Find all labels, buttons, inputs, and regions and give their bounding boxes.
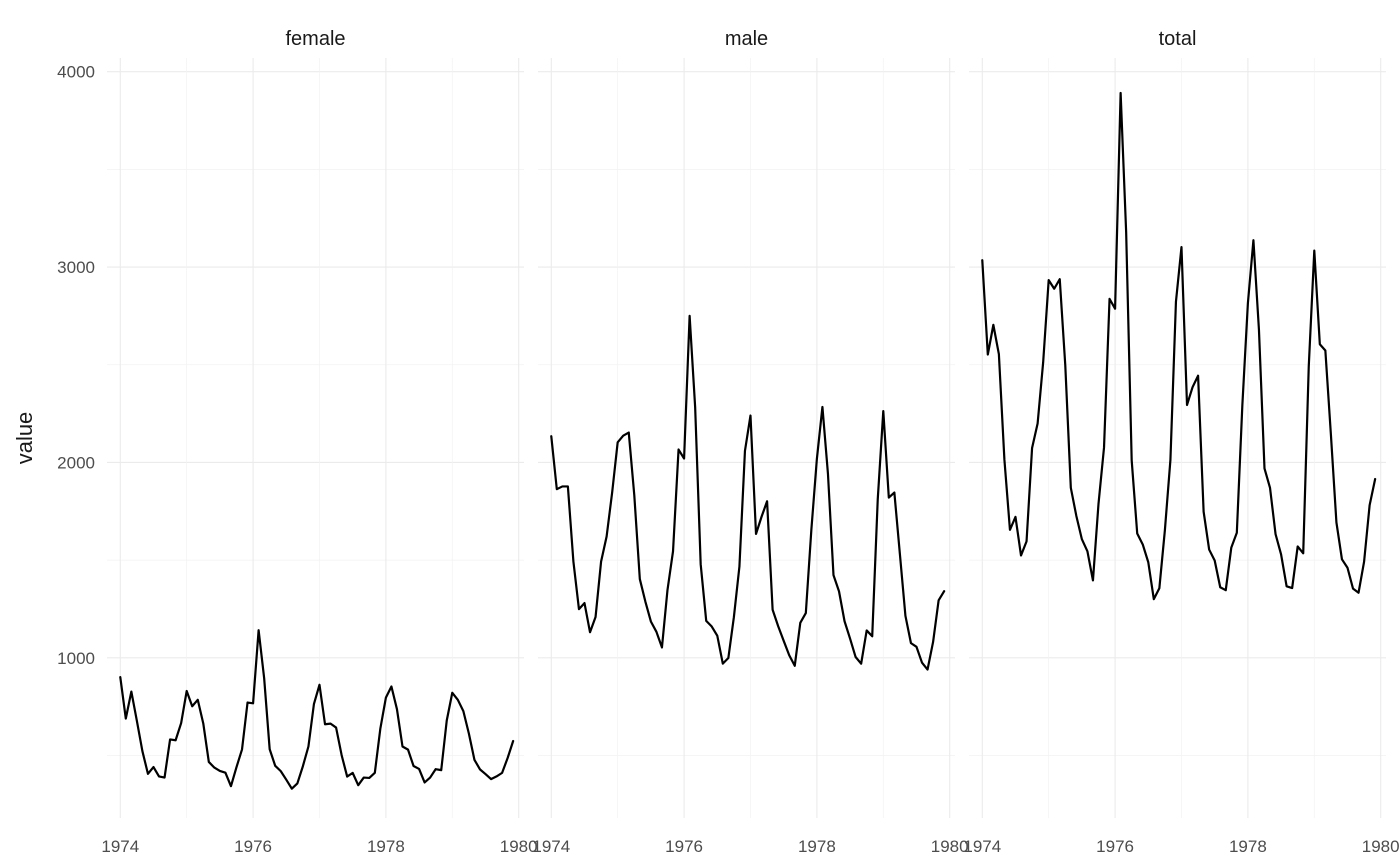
series-line-male [550,314,946,671]
x-tick-label: 1980 [931,837,969,856]
facet-label-total: total [1159,28,1197,50]
x-tick-label: 1980 [1362,837,1400,856]
x-tick-label: 1978 [367,837,405,856]
y-tick-label: 2000 [57,453,95,472]
label-layer: female 1974 1976 1978 1980 male 1974 1976 1978 19… [12,28,1400,856]
y-tick-label: 3000 [57,258,95,277]
y-tick-label: 4000 [57,63,95,82]
x-tick-label: 1976 [234,837,272,856]
facet-label-male: male [725,28,768,50]
x-tick-label: 1978 [1229,837,1267,856]
x-tick-label: 1974 [963,837,1001,856]
facet-label-female: female [285,28,345,50]
x-tick-label: 1974 [532,837,570,856]
x-tick-label: 1976 [1096,837,1134,856]
series-line-total [981,91,1377,601]
x-tick-label: 1976 [665,837,703,856]
y-axis-title: value [12,412,37,465]
series-layer [119,91,1377,790]
grid-layer [107,58,1386,818]
x-tick-label: 1978 [798,837,836,856]
series-line-female [119,629,515,790]
x-tick-label: 1974 [101,837,139,856]
y-tick-label: 1000 [57,649,95,668]
x-tick-label: 1980 [500,837,538,856]
